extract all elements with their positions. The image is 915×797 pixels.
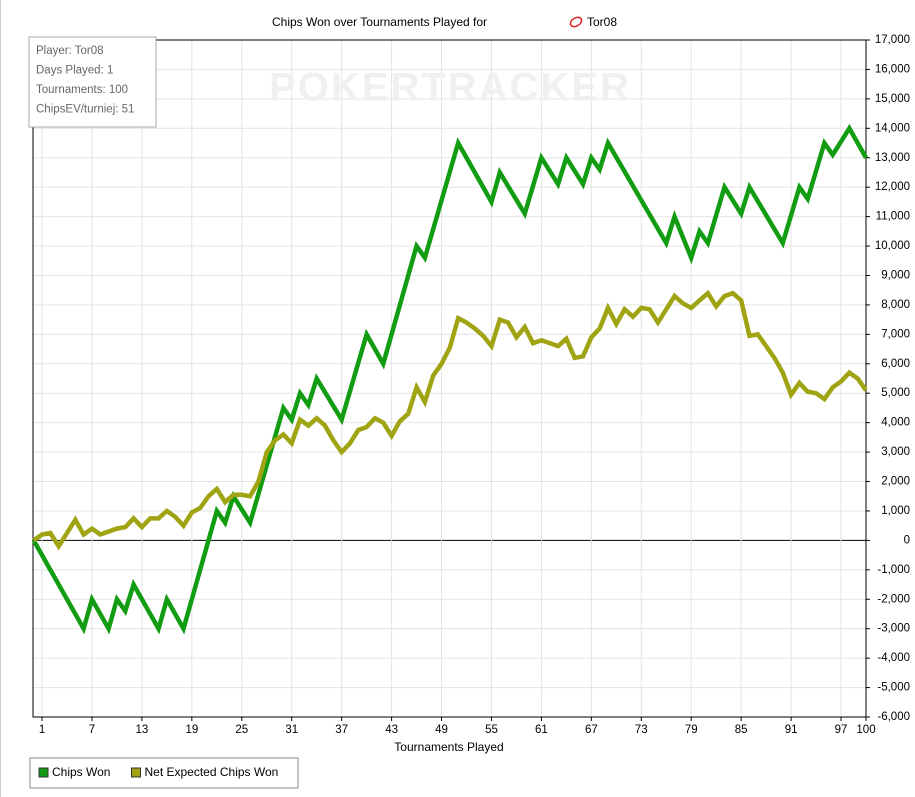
x-tick-label: 55 <box>485 724 498 736</box>
y-tick-label: 6,000 <box>881 358 910 370</box>
y-tick-label: 4,000 <box>881 417 910 429</box>
y-tick-label: 2,000 <box>881 476 910 488</box>
x-tick-label: 37 <box>335 724 348 736</box>
legend-entries: Chips Won Net Expected Chips Won <box>38 765 278 779</box>
y-tick-label: -6,000 <box>877 711 910 723</box>
info-line: Days Played: 1 <box>36 65 113 77</box>
x-tick-label: 85 <box>735 724 748 736</box>
y-tick-label: 10,000 <box>875 240 910 252</box>
y-tick-label: 9,000 <box>881 270 910 282</box>
legend-swatch <box>130 767 141 778</box>
y-tick-label: 12,000 <box>875 181 910 193</box>
series-line <box>32 289 868 551</box>
y-tick-label: 1,000 <box>881 505 910 517</box>
info: Player: Tor08 Days Played: 1 Tournaments: … <box>36 45 134 116</box>
plot <box>31 123 868 635</box>
x-tick-label: 19 <box>185 724 198 736</box>
x-tick-label: 1 <box>39 724 45 736</box>
y-tick-label: 14,000 <box>875 122 910 134</box>
x-tick-label: 25 <box>235 724 248 736</box>
x-tick-label: 97 <box>835 724 848 736</box>
x-tick-label: 100 <box>856 724 875 736</box>
x-tick-label: 79 <box>685 724 698 736</box>
y-tick-label: -3,000 <box>877 623 910 635</box>
x-tick-label: 91 <box>785 724 798 736</box>
legend-label: Chips Won <box>52 765 110 779</box>
legend-label: Net Expected Chips Won <box>144 765 278 779</box>
y-tick-label: 11,000 <box>876 211 910 223</box>
player-icon <box>569 16 583 28</box>
series-line <box>31 123 868 635</box>
chart-title: Chips Won over Tournaments Played for <box>272 15 487 29</box>
y-tick-label: -2,000 <box>877 593 910 605</box>
y-tick-label: 16,000 <box>875 63 910 75</box>
info-line: ChipsEV/turniej: 51 <box>36 104 134 116</box>
legend <box>29 757 299 789</box>
y-tick-label: -4,000 <box>877 652 910 664</box>
info-box <box>28 36 157 128</box>
x-tick-label: 61 <box>535 724 548 736</box>
y-tick-label: -1,000 <box>877 564 910 576</box>
info-line: Player: Tor08 <box>36 45 104 57</box>
y-tick-label: 17,000 <box>875 34 910 46</box>
legend-swatch <box>38 767 49 778</box>
grid: -6,000 -5,000 -4,000 -3,000 -2,000 -1,000 0 1,0… <box>32 34 910 736</box>
info-line: Tournaments: 100 <box>36 84 128 96</box>
y-tick-label: -5,000 <box>877 682 910 694</box>
x-axis-title: Tournaments Played <box>394 740 503 754</box>
y-tick-label: 0 <box>904 534 910 546</box>
x-tick-label: 73 <box>635 724 648 736</box>
y-tick-label: 3,000 <box>881 446 910 458</box>
x-tick-label: 67 <box>585 724 598 736</box>
x-tick-label: 7 <box>89 724 95 736</box>
watermark: POKERTRACKER <box>269 66 631 110</box>
y-tick-label: 13,000 <box>875 152 910 164</box>
x-tick-label: 49 <box>435 724 448 736</box>
y-tick-label: 7,000 <box>881 328 910 340</box>
x-tick-label: 13 <box>136 724 149 736</box>
y-tick-label: 15,000 <box>875 93 910 105</box>
y-tick-label: 8,000 <box>881 299 910 311</box>
x-tick-label: 43 <box>385 724 398 736</box>
plot-frame <box>32 39 867 718</box>
x-tick-label: 31 <box>285 724 298 736</box>
y-tick-label: 5,000 <box>881 387 910 399</box>
chart-player: Tor08 <box>587 15 617 29</box>
